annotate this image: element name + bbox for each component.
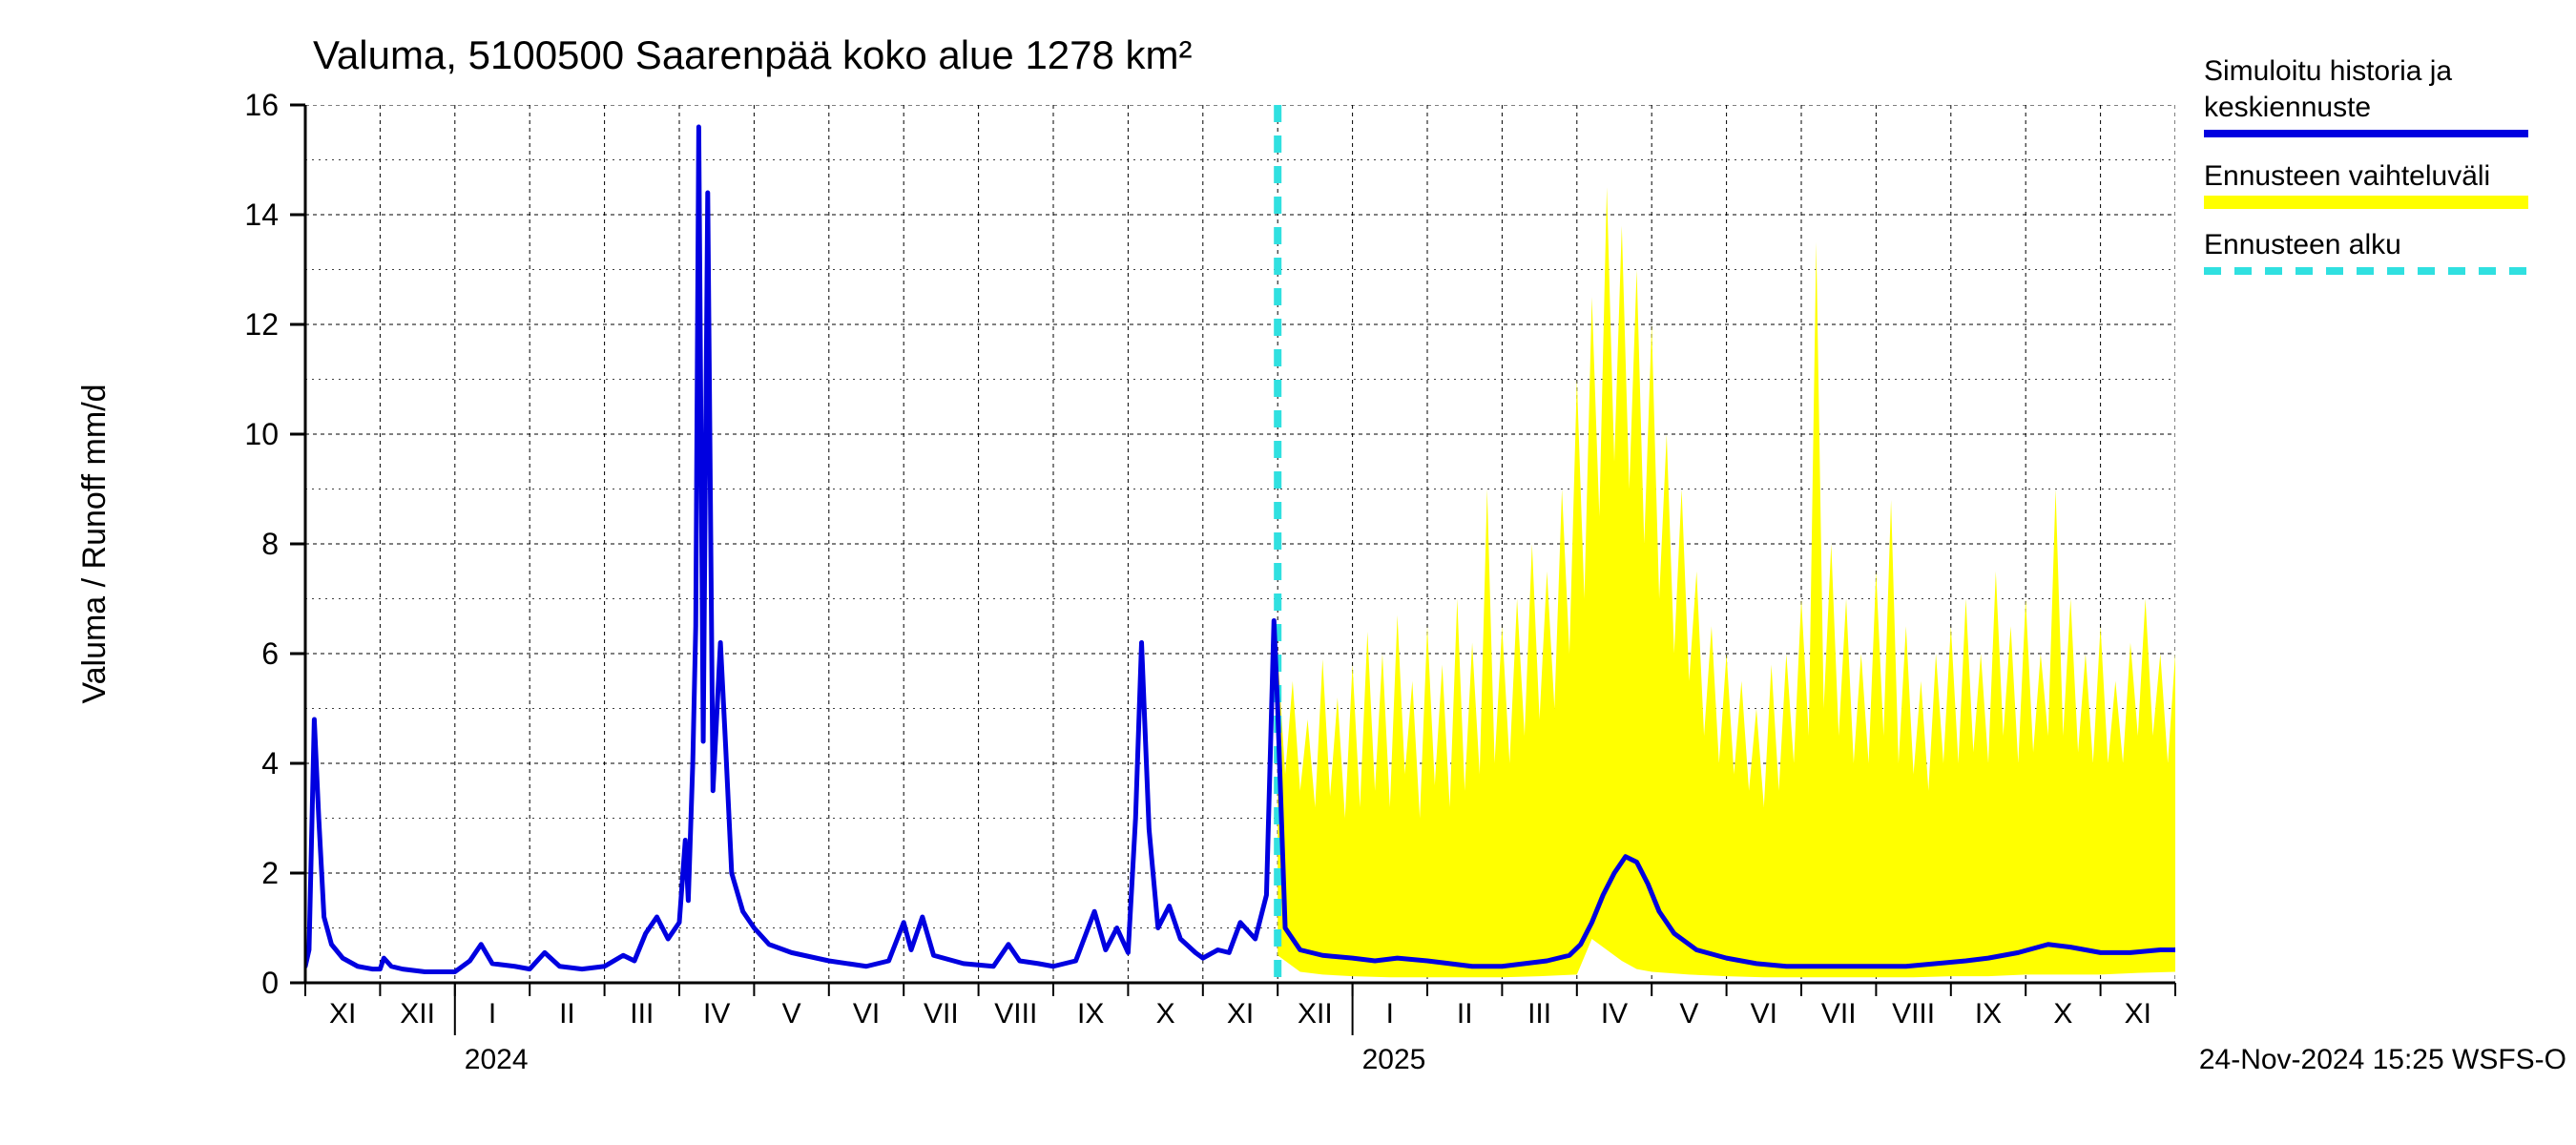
x-month-label: XII [1298, 998, 1333, 1030]
y-tick-label: 2 [261, 856, 279, 890]
y-tick-label: 4 [261, 746, 279, 781]
x-month-label: X [2053, 998, 2072, 1030]
chart-title: Valuma, 5100500 Saarenpää koko alue 1278… [313, 32, 1193, 77]
x-month-label: III [1527, 998, 1551, 1030]
x-year-label: 2025 [1362, 1044, 1426, 1075]
x-month-label: XI [329, 998, 356, 1030]
x-month-label: VI [853, 998, 880, 1030]
y-tick-label: 16 [244, 88, 279, 122]
footer-timestamp: 24-Nov-2024 15:25 WSFS-O [2199, 1044, 2566, 1075]
x-year-label: 2024 [465, 1044, 529, 1075]
legend-label: keskiennuste [2204, 92, 2371, 123]
x-month-label: V [782, 998, 801, 1030]
x-month-label: II [559, 998, 575, 1030]
x-month-label: IV [1601, 998, 1628, 1030]
legend-label: Simuloitu historia ja [2204, 55, 2452, 87]
x-month-label: V [1679, 998, 1698, 1030]
x-month-label: X [1156, 998, 1175, 1030]
chart-container: 0246810121416XIXIIIIIIIIIVVVIVIIVIIIIXXX… [0, 0, 2576, 1145]
x-month-label: VII [924, 998, 959, 1030]
x-month-label: IX [1975, 998, 2002, 1030]
x-month-label: IX [1077, 998, 1104, 1030]
x-month-label: IV [703, 998, 730, 1030]
legend-label: Ennusteen vaihteluväli [2204, 160, 2490, 192]
runoff-chart-svg: 0246810121416XIXIIIIIIIIIVVVIVIIVIIIIXXX… [0, 0, 2576, 1145]
y-tick-label: 0 [261, 966, 279, 1000]
x-month-label: VI [1751, 998, 1777, 1030]
legend-swatch [2204, 196, 2528, 209]
x-month-label: XI [2125, 998, 2151, 1030]
x-month-label: I [488, 998, 496, 1030]
y-tick-label: 12 [244, 307, 279, 342]
x-month-label: VIII [994, 998, 1037, 1030]
x-month-label: VIII [1892, 998, 1935, 1030]
x-month-label: II [1457, 998, 1473, 1030]
y-tick-label: 14 [244, 198, 279, 232]
x-month-label: XI [1227, 998, 1254, 1030]
x-month-label: I [1386, 998, 1394, 1030]
legend-label: Ennusteen alku [2204, 229, 2401, 260]
x-month-label: VII [1821, 998, 1857, 1030]
y-tick-label: 6 [261, 636, 279, 671]
y-axis-label: Valuma / Runoff mm/d [76, 384, 113, 703]
y-tick-label: 10 [244, 417, 279, 451]
x-month-label: III [630, 998, 654, 1030]
y-tick-label: 8 [261, 527, 279, 561]
x-month-label: XII [400, 998, 435, 1030]
